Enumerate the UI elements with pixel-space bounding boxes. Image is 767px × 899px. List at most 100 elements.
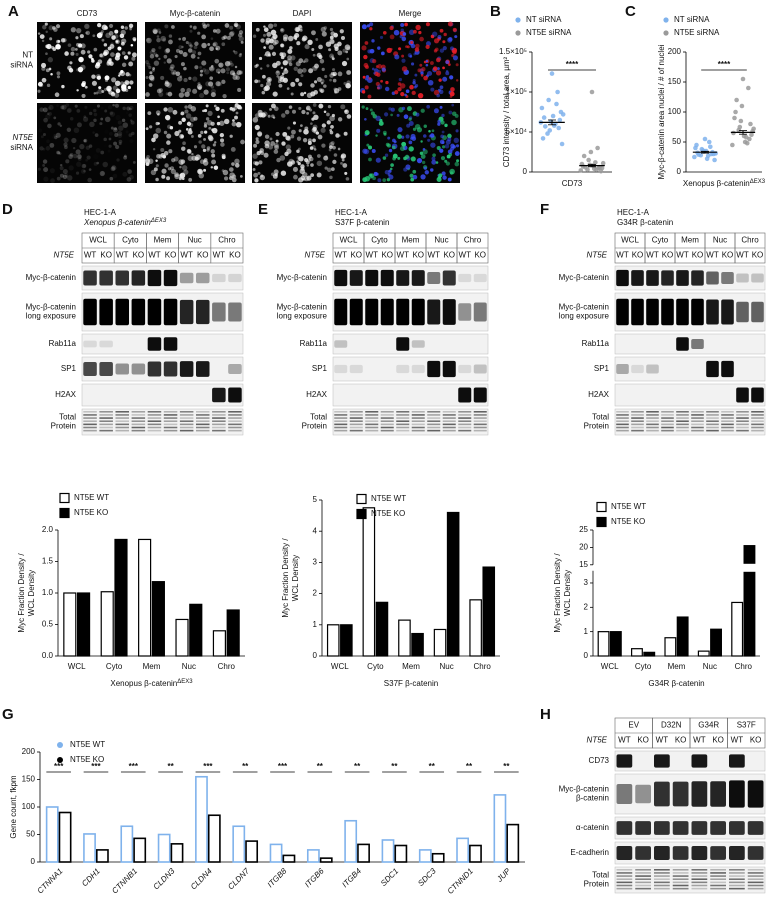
cell bbox=[269, 107, 273, 111]
panel-letter: H bbox=[540, 706, 551, 723]
protein-band bbox=[706, 414, 719, 416]
genotype-label: KO bbox=[381, 251, 393, 260]
cell bbox=[155, 110, 161, 116]
cell bbox=[412, 169, 417, 174]
blot-strip-bg bbox=[614, 750, 766, 772]
cell bbox=[117, 74, 121, 77]
cell bbox=[372, 58, 377, 64]
cell bbox=[124, 154, 127, 158]
protein-band bbox=[163, 420, 178, 422]
protein-band bbox=[473, 417, 487, 419]
cell bbox=[337, 147, 341, 151]
cell bbox=[205, 81, 211, 87]
cell bbox=[369, 22, 374, 27]
cell bbox=[157, 122, 160, 125]
protein-band bbox=[380, 411, 394, 413]
data-point bbox=[588, 149, 594, 155]
cell bbox=[369, 27, 373, 31]
cell bbox=[160, 75, 165, 80]
cell bbox=[405, 134, 410, 139]
band bbox=[736, 301, 749, 323]
cell bbox=[47, 106, 52, 110]
protein-band bbox=[179, 423, 194, 426]
protein-band bbox=[411, 414, 425, 416]
legend-marker bbox=[663, 30, 669, 36]
cell bbox=[366, 24, 371, 28]
cell bbox=[344, 109, 348, 113]
cell bbox=[432, 66, 438, 71]
legend-label: NT siRNA bbox=[674, 15, 710, 24]
protein-band bbox=[736, 414, 749, 416]
cell bbox=[401, 106, 406, 111]
band bbox=[427, 360, 441, 378]
cell bbox=[323, 26, 328, 30]
protein-band bbox=[380, 423, 394, 426]
protein-band bbox=[706, 429, 719, 432]
genotype-label: KO bbox=[750, 736, 762, 745]
cell bbox=[120, 25, 125, 29]
protein-band bbox=[380, 426, 394, 429]
cell bbox=[118, 125, 124, 131]
blot-strip-bg bbox=[614, 841, 766, 865]
cell bbox=[270, 29, 277, 36]
cell bbox=[409, 84, 414, 90]
significance-label: ** bbox=[429, 762, 436, 771]
protein-band bbox=[691, 417, 704, 419]
protein-band bbox=[646, 423, 659, 426]
cell bbox=[211, 66, 216, 71]
protein-band bbox=[365, 423, 379, 426]
cell bbox=[340, 153, 347, 159]
genotype-label: WT bbox=[397, 251, 410, 260]
cell bbox=[232, 72, 236, 76]
band bbox=[676, 298, 689, 326]
protein-band bbox=[442, 414, 456, 416]
protein-band bbox=[380, 429, 394, 432]
band-label: Total bbox=[310, 413, 327, 422]
cell bbox=[68, 154, 74, 159]
band bbox=[676, 270, 689, 286]
cell bbox=[104, 78, 109, 82]
cell bbox=[428, 130, 431, 133]
protein-band bbox=[115, 417, 130, 419]
band bbox=[721, 272, 734, 284]
protein-band bbox=[473, 423, 487, 426]
cell bbox=[122, 171, 128, 177]
cell bbox=[371, 67, 375, 71]
cell bbox=[88, 144, 93, 148]
cell bbox=[282, 131, 288, 137]
cell bbox=[48, 111, 52, 116]
cell bbox=[147, 158, 154, 165]
cell bbox=[329, 35, 334, 40]
cell bbox=[163, 151, 169, 156]
data-point bbox=[692, 154, 697, 160]
cell bbox=[314, 63, 319, 69]
cell bbox=[55, 132, 61, 138]
protein-band bbox=[179, 414, 194, 416]
cell bbox=[96, 161, 100, 165]
cell bbox=[145, 92, 150, 97]
protein-band bbox=[115, 420, 130, 422]
bar bbox=[319, 857, 333, 863]
y-axis-title: Gene count, fkpm bbox=[9, 775, 18, 838]
cell bbox=[421, 66, 426, 72]
cell bbox=[410, 156, 416, 162]
protein-band bbox=[195, 414, 210, 416]
legend-label: NT5E KO bbox=[70, 755, 104, 764]
band bbox=[179, 272, 194, 284]
protein-band bbox=[147, 411, 162, 413]
cell bbox=[191, 155, 197, 161]
cell bbox=[101, 107, 104, 110]
cell bbox=[309, 146, 314, 150]
cell bbox=[312, 53, 316, 57]
protein-band bbox=[736, 426, 749, 429]
band bbox=[411, 298, 425, 326]
cell bbox=[424, 170, 429, 175]
cell bbox=[257, 109, 263, 115]
cell bbox=[149, 125, 153, 129]
cell bbox=[100, 150, 105, 155]
bar bbox=[195, 775, 208, 863]
cell bbox=[260, 83, 264, 88]
band bbox=[473, 364, 487, 374]
legend-label: NT5E KO bbox=[371, 509, 405, 518]
cell bbox=[144, 158, 151, 164]
